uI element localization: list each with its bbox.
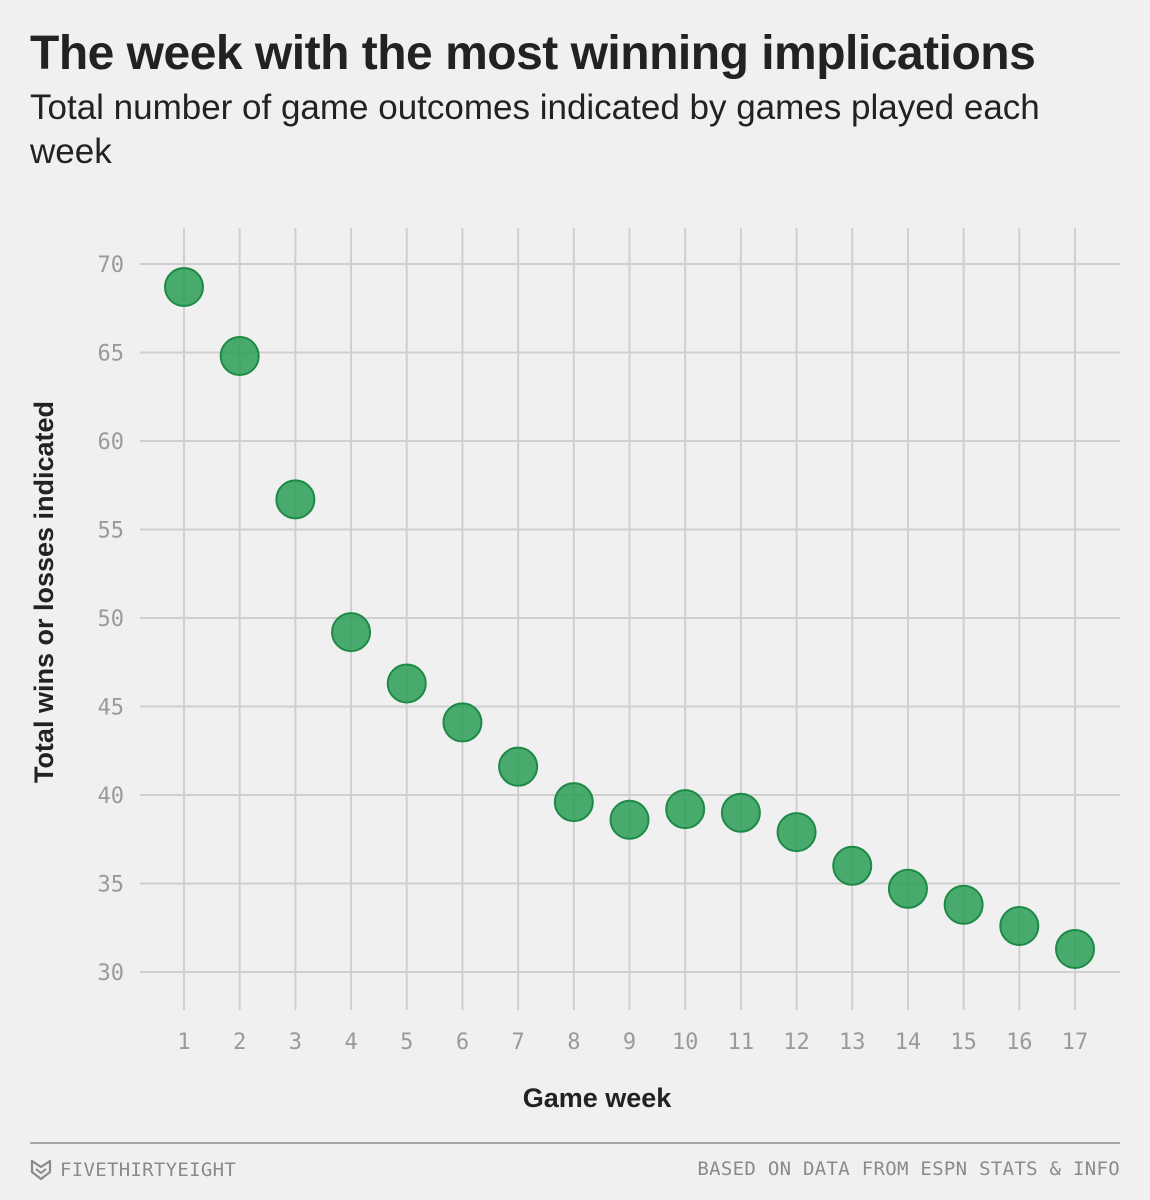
- data-point-week-5[interactable]: [386, 663, 427, 704]
- x-tick-label: 4: [344, 1030, 357, 1055]
- x-tick-label: 12: [783, 1030, 810, 1055]
- y-tick-label: 40: [98, 784, 125, 809]
- x-tick-label: 6: [456, 1030, 469, 1055]
- y-tick-label: 45: [98, 696, 125, 721]
- footer-brand: FIVETHIRTYEIGHT: [30, 1158, 236, 1182]
- y-axis-title: Total wins or losses indicated: [29, 401, 59, 783]
- x-tick-label: 5: [400, 1030, 413, 1055]
- data-point-week-17[interactable]: [1055, 928, 1095, 969]
- data-point-week-12[interactable]: [776, 812, 817, 853]
- data-point-week-16[interactable]: [999, 905, 1040, 946]
- x-tick-label: 17: [1062, 1030, 1089, 1055]
- x-tick-label: 8: [567, 1030, 580, 1055]
- x-tick-label: 15: [950, 1030, 977, 1055]
- data-point-week-2[interactable]: [219, 336, 260, 377]
- x-tick-label: 9: [623, 1030, 636, 1055]
- x-tick-label: 3: [289, 1030, 302, 1055]
- x-tick-label: 10: [672, 1030, 699, 1055]
- data-point-week-3[interactable]: [275, 479, 316, 520]
- chart-title: The week with the most winning implicati…: [30, 27, 1036, 80]
- data-point-week-7[interactable]: [498, 746, 539, 787]
- data-point-week-9[interactable]: [609, 799, 650, 840]
- y-tick-label: 60: [98, 430, 125, 455]
- x-tick-label: 1: [177, 1030, 190, 1055]
- y-tick-label: 30: [98, 961, 125, 986]
- x-tick-label: 2: [233, 1030, 246, 1055]
- data-point-week-1[interactable]: [164, 267, 204, 308]
- y-tick-label: 55: [98, 519, 125, 544]
- x-tick-label: 11: [728, 1030, 755, 1055]
- fivethirtyeight-logo-icon: [30, 1159, 52, 1181]
- x-tick-label: 16: [1006, 1030, 1033, 1055]
- grid-layer: [140, 228, 1120, 1010]
- chart-subtitle: Total number of game outcomes indicated …: [30, 88, 1040, 171]
- y-tick-label: 35: [98, 873, 125, 898]
- footer-brand-text: FIVETHIRTYEIGHT: [60, 1159, 237, 1181]
- y-tick-label: 70: [98, 253, 125, 278]
- point-layer: [164, 267, 1095, 969]
- x-tick-label: 13: [839, 1030, 866, 1055]
- data-point-week-15[interactable]: [943, 884, 984, 925]
- data-point-week-13[interactable]: [832, 845, 873, 886]
- y-tick-label: 65: [98, 342, 125, 367]
- y-tick-label: 50: [98, 607, 125, 632]
- data-point-week-6[interactable]: [442, 702, 483, 743]
- footer-source: BASED ON DATA FROM ESPN STATS & INFO: [697, 1158, 1120, 1180]
- x-axis-title: Game week: [523, 1083, 673, 1113]
- data-point-week-4[interactable]: [331, 612, 372, 653]
- data-point-week-14[interactable]: [887, 868, 928, 909]
- x-tick-label: 7: [512, 1030, 525, 1055]
- data-point-week-11[interactable]: [720, 792, 761, 833]
- x-tick-label: 14: [895, 1030, 922, 1055]
- data-point-week-10[interactable]: [665, 789, 706, 830]
- footer-divider: [30, 1142, 1120, 1144]
- data-point-week-8[interactable]: [553, 782, 594, 823]
